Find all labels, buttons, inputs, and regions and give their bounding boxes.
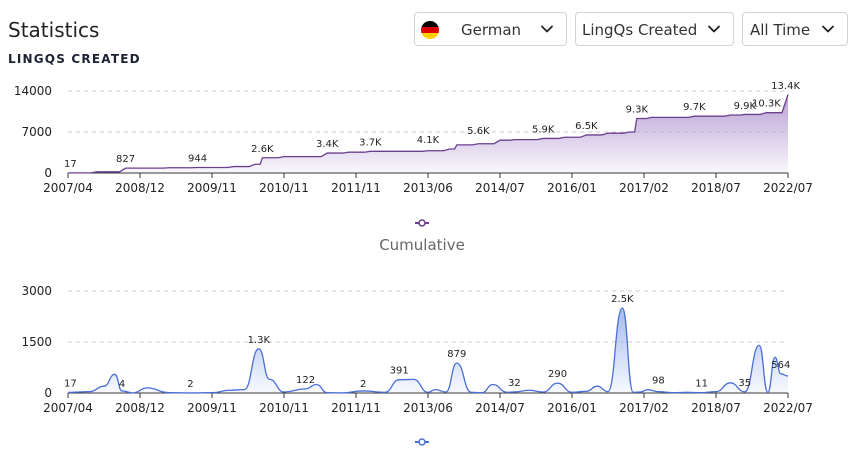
metric-select-label: LingQs Created (582, 21, 698, 39)
data-label: 6.5K (575, 121, 598, 132)
metric-select[interactable]: LingQs Created (575, 12, 734, 46)
x-tick-label: 2009/11 (187, 181, 237, 195)
page-title: Statistics (8, 18, 100, 42)
chevron-down-icon (822, 25, 834, 33)
data-label: 32 (508, 378, 521, 389)
data-label: 11 (695, 379, 708, 390)
data-label: 5.9K (532, 124, 555, 135)
y-tick-label: 1500 (21, 335, 52, 349)
language-select-label: German (461, 21, 522, 39)
x-tick-label: 2010/11 (259, 181, 309, 195)
x-tick-label: 2008/12 (115, 181, 165, 195)
x-tick-label: 2013/06 (403, 401, 453, 415)
x-tick-label: 2009/11 (187, 401, 237, 415)
y-tick-label: 3000 (21, 284, 52, 298)
x-tick-label: 2007/04 (43, 181, 93, 195)
x-tick-label: 2016/01 (547, 401, 597, 415)
data-label: 2 (360, 379, 366, 390)
period-select[interactable]: All Time (742, 12, 848, 46)
data-label: 2.6K (251, 144, 274, 155)
data-label: 122 (296, 375, 315, 386)
x-tick-label: 2007/04 (43, 401, 93, 415)
data-label: 3.7K (359, 137, 382, 148)
data-label: 3.4K (316, 139, 339, 150)
x-tick-label: 2022/07 (763, 181, 813, 195)
x-tick-label: 2018/07 (691, 181, 741, 195)
data-label: 9.7K (683, 102, 706, 113)
data-label: 13.4K (771, 81, 800, 92)
data-label: 879 (447, 349, 466, 360)
x-tick-label: 2010/11 (259, 401, 309, 415)
y-tick-label: 0 (44, 386, 52, 400)
x-tick-label: 2013/06 (403, 181, 453, 195)
data-label: 4.1K (417, 135, 440, 146)
x-tick-label: 2022/07 (763, 401, 813, 415)
data-label: 827 (116, 154, 135, 165)
x-tick-label: 2014/07 (475, 181, 525, 195)
data-label: 564 (771, 360, 790, 371)
series-line (67, 307, 789, 394)
x-tick-label: 2018/07 (691, 401, 741, 415)
x-tick-label: 2017/02 (619, 401, 669, 415)
data-label: 17 (64, 159, 77, 170)
period-select-label: All Time (750, 21, 811, 39)
y-tick-label: 7000 (21, 125, 52, 139)
legend-marker-dot[interactable] (418, 438, 426, 446)
data-label: 2.5K (611, 294, 634, 305)
data-label: 9.3K (626, 105, 649, 116)
data-label: 290 (548, 369, 567, 380)
chevron-down-icon (708, 25, 720, 33)
data-label: 944 (188, 153, 207, 164)
data-label: 9.9K (734, 101, 757, 112)
series-area (68, 94, 788, 173)
legend-marker-dot[interactable] (418, 219, 426, 227)
data-label: 4 (119, 379, 125, 390)
data-label: 391 (390, 366, 409, 377)
y-tick-label: 0 (44, 166, 52, 180)
data-label: 10.3K (752, 99, 781, 110)
series-line (68, 94, 789, 174)
data-label: 1.3K (248, 335, 271, 346)
section-label: LINGQS CREATED (8, 52, 141, 66)
x-tick-label: 2017/02 (619, 181, 669, 195)
series-area (68, 308, 788, 393)
language-select[interactable]: German (414, 12, 567, 46)
x-tick-label: 2011/11 (331, 401, 381, 415)
data-label: 17 (64, 378, 77, 389)
data-label: 98 (652, 376, 665, 387)
x-tick-label: 2008/12 (115, 401, 165, 415)
data-label: 35 (738, 378, 751, 389)
x-tick-label: 2011/11 (331, 181, 381, 195)
x-tick-label: 2016/01 (547, 181, 597, 195)
x-tick-label: 2014/07 (475, 401, 525, 415)
data-label: 5.6K (467, 126, 490, 137)
data-label: 2 (187, 379, 193, 390)
y-tick-label: 14000 (14, 84, 52, 98)
germany-flag-icon (421, 21, 439, 39)
legend-label[interactable]: Cumulative (379, 236, 465, 254)
chevron-down-icon (541, 25, 553, 33)
